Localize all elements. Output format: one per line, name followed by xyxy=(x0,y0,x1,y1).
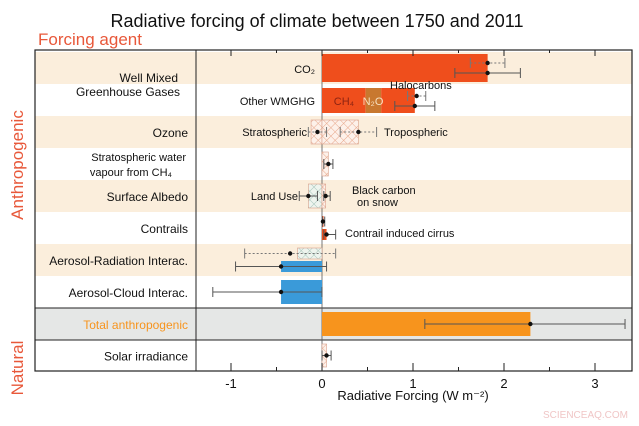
row-label: Greenhouse Gases xyxy=(76,85,180,99)
row-label-solar-irradiance: Solar irradiance xyxy=(104,350,188,364)
bar xyxy=(322,88,366,113)
annotation-tropospheric: Tropospheric xyxy=(384,127,448,139)
estimate-point xyxy=(324,232,329,237)
sub-label-co2: CO₂ xyxy=(294,64,315,76)
estimate-point xyxy=(324,353,329,358)
row-label: Stratospheric water xyxy=(91,152,186,164)
estimate-point xyxy=(412,103,418,109)
sub-label-other-wmghg: Other WMGHG xyxy=(240,96,315,108)
row-label-aerosol-cloud-interac-: Aerosol-Cloud Interac. xyxy=(69,286,188,300)
annotation-black-carbon: Black carbon xyxy=(352,185,416,197)
annotation-n2o: N₂O xyxy=(363,96,384,108)
estimate-point xyxy=(323,193,328,199)
row-label-surface-albedo: Surface Albedo xyxy=(107,190,189,204)
bar xyxy=(381,88,415,113)
chart-title: Radiative forcing of climate between 175… xyxy=(111,11,524,31)
estimate-point xyxy=(278,264,284,269)
estimate-point xyxy=(485,70,490,76)
bar xyxy=(322,54,488,82)
estimate-point xyxy=(356,129,361,135)
watermark: SCIENCEAQ.COM xyxy=(543,410,628,421)
x-tick-label: 3 xyxy=(591,376,598,391)
annotation-halocarbons: Halocarbons xyxy=(390,80,452,92)
row-label: vapour from CH₄ xyxy=(90,167,173,179)
estimate-point xyxy=(485,60,490,66)
row-label: Well Mixed xyxy=(120,71,178,85)
estimate-point xyxy=(315,129,320,135)
x-tick-label: 0 xyxy=(318,376,325,391)
bar xyxy=(365,88,382,113)
estimate-point xyxy=(326,161,331,167)
estimate-point xyxy=(528,321,533,327)
estimate-point xyxy=(320,219,326,224)
estimate-point xyxy=(306,193,311,199)
annotation-stratospheric: Stratospheric xyxy=(242,127,307,139)
annotation-contrail-cirrus: Contrail induced cirrus xyxy=(345,228,455,240)
group-label-anthropogenic: Anthropogenic xyxy=(8,110,27,220)
group-label-natural: Natural xyxy=(8,341,27,396)
row-label-contrails: Contrails xyxy=(141,222,188,236)
estimate-point xyxy=(414,93,419,99)
plot-frame xyxy=(34,49,633,372)
x-tick-label: -1 xyxy=(225,376,237,391)
x-axis-label: Radiative Forcing (W m⁻²) xyxy=(337,388,488,403)
band-3 xyxy=(35,180,632,212)
row-label-ozone: Ozone xyxy=(153,126,189,140)
x-tick-label: 1 xyxy=(409,376,416,391)
column-header: Forcing agent xyxy=(38,30,142,49)
x-tick-label: 2 xyxy=(500,376,507,391)
row-label-total-anthropogenic: Total anthropogenic xyxy=(83,318,188,332)
row-label-aerosol-radiation-interac-: Aerosol-Radiation Interac. xyxy=(49,254,188,268)
band-5 xyxy=(35,244,632,276)
annotation-ch4: CH₄ xyxy=(334,96,355,108)
estimate-point xyxy=(278,289,284,295)
annotation-on-snow: on snow xyxy=(357,197,398,209)
estimate-point xyxy=(287,251,293,256)
annotation-land-use: Land Use xyxy=(251,191,298,203)
